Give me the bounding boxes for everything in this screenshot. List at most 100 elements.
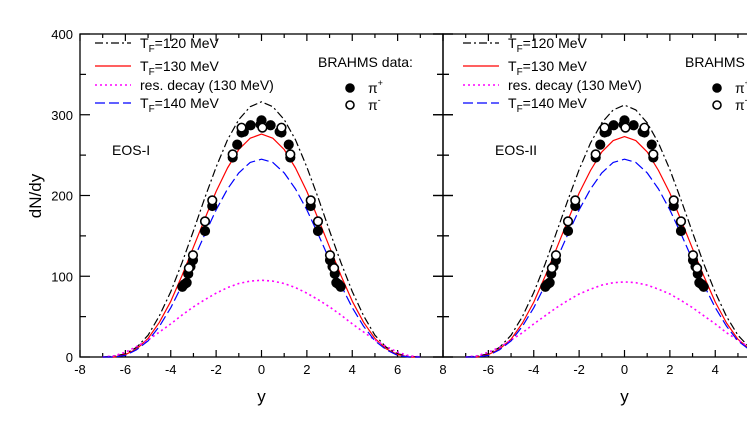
- data-point-pi-minus: [570, 195, 581, 206]
- data-point-pi-plus: [199, 225, 211, 237]
- panel-label: EOS-I: [112, 142, 150, 158]
- y-tick-label: 400: [51, 27, 73, 42]
- x-tick-label: 4: [712, 362, 719, 377]
- curve-res-decay-130-mev-: [102, 279, 421, 358]
- legend-data-label: π-: [368, 95, 381, 113]
- data-point-pi-plus: [595, 139, 606, 150]
- legend-data-label: π+: [735, 78, 747, 96]
- data-point-pi-plus: [628, 120, 639, 131]
- legend-label-main: T: [140, 35, 149, 51]
- x-tick-label: -4: [528, 362, 540, 377]
- legend-label: res. decay (130 MeV): [140, 77, 274, 93]
- legend-data-symbol: π: [735, 80, 745, 96]
- data-point-pi-plus: [232, 139, 243, 150]
- legend-label-rest: =120 MeV: [155, 35, 220, 51]
- y-tick-label: 200: [51, 189, 73, 204]
- data-point-pi-plus: [335, 281, 346, 292]
- legend-label-rest: =140 MeV: [155, 95, 220, 111]
- data-point-pi-plus: [608, 120, 619, 131]
- data-point-pi-minus: [285, 149, 296, 160]
- data-point-pi-minus: [305, 195, 316, 206]
- data-point-pi-plus: [698, 281, 709, 292]
- data-point-pi-minus: [691, 263, 703, 274]
- brahms-legend-title: BRAHMS data:: [685, 54, 747, 70]
- legend-label-sub: F: [517, 67, 523, 78]
- legend-label-sub: F: [149, 67, 155, 78]
- legend-marker-filled-circle: [712, 83, 722, 93]
- legend-label-main: T: [140, 95, 149, 111]
- curve-tf-120-mev: [465, 104, 747, 358]
- legend-data-sup: +: [378, 78, 383, 88]
- legend-label-sub: F: [517, 104, 523, 115]
- legend-data-sup: -: [378, 95, 381, 105]
- data-point-pi-minus: [257, 122, 268, 133]
- x-tick-label: 0: [621, 362, 628, 377]
- legend-data-symbol: π: [735, 97, 745, 113]
- x-axis-label: y: [257, 387, 266, 406]
- data-point-pi-minus: [329, 263, 340, 274]
- legend-data-sup: +: [745, 78, 747, 88]
- data-point-pi-minus: [312, 216, 324, 227]
- legend-data-sup: -: [745, 95, 747, 105]
- data-point-pi-minus: [183, 263, 194, 274]
- data-point-pi-minus: [687, 250, 699, 261]
- curve-tf-130-mev: [102, 133, 421, 358]
- panel-label: EOS-II: [495, 142, 537, 158]
- data-point-pi-minus: [620, 122, 631, 133]
- y-tick-label: 0: [66, 350, 73, 365]
- legend-label: TF=140 MeV: [140, 95, 220, 115]
- x-tick-label: 0: [258, 362, 265, 377]
- curve-tf-130-mev: [465, 136, 747, 358]
- data-point-pi-plus: [312, 225, 324, 237]
- legend-label-main: T: [508, 35, 517, 51]
- x-tick-label: 2: [666, 362, 673, 377]
- data-point-pi-minus: [590, 149, 601, 160]
- data-point-pi-plus: [544, 277, 555, 288]
- data-point-pi-plus: [646, 139, 657, 150]
- y-tick-label: 100: [51, 269, 73, 284]
- data-point-pi-minus: [199, 216, 211, 227]
- data-point-pi-plus: [675, 225, 687, 237]
- data-point-pi-minus: [276, 122, 287, 133]
- data-point-pi-plus: [181, 277, 192, 288]
- x-tick-label: -8: [74, 362, 86, 377]
- curve-res-decay-130-mev-: [465, 281, 747, 358]
- data-point-pi-minus: [236, 122, 247, 133]
- data-point-pi-minus: [668, 195, 679, 206]
- data-point-pi-minus: [546, 263, 558, 274]
- legend-data-label: π+: [368, 78, 383, 96]
- curve-tf-120-mev: [102, 101, 421, 358]
- x-tick-label: 6: [394, 362, 401, 377]
- legend-label-sub: F: [149, 104, 155, 115]
- y-axis-label: dN/dy: [26, 173, 45, 218]
- legend-data-label: π-: [735, 95, 747, 113]
- data-point-pi-plus: [562, 225, 574, 237]
- legend-label-main: T: [140, 58, 149, 74]
- x-tick-label: 2: [303, 362, 310, 377]
- legend-label: res. decay (130 MeV): [508, 77, 642, 93]
- legend-label: TF=130 MeV: [508, 58, 588, 78]
- curve-tf-140-mev: [102, 158, 421, 358]
- data-point-pi-plus: [245, 120, 256, 131]
- x-tick-label: -6: [483, 362, 495, 377]
- x-axis-label: y: [620, 387, 629, 406]
- data-point-pi-minus: [324, 250, 336, 261]
- legend-marker-open-circle: [712, 100, 722, 110]
- legend-label-rest: =130 MeV: [523, 58, 588, 74]
- x-tick-label: -2: [573, 362, 585, 377]
- data-point-pi-minus: [648, 149, 659, 160]
- legend-label: TF=120 MeV: [140, 35, 220, 55]
- legend-label-rest: =130 MeV: [155, 58, 220, 74]
- legend-label-sub: F: [149, 44, 155, 55]
- legend-label-main: res. decay (130 MeV): [140, 77, 274, 93]
- legend-label-main: T: [508, 95, 517, 111]
- data-point-pi-plus: [265, 120, 276, 131]
- legend-data-symbol: π: [368, 97, 378, 113]
- legend-marker-open-circle: [345, 100, 355, 110]
- legend-label: TF=120 MeV: [508, 35, 588, 55]
- legend-label-main: T: [508, 58, 517, 74]
- legend-label: TF=130 MeV: [140, 58, 220, 78]
